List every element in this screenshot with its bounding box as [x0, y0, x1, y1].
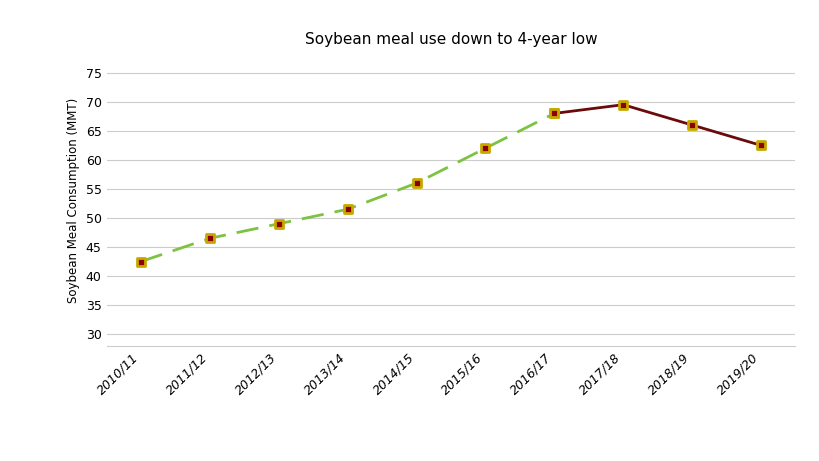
Point: [134, 258, 147, 265]
Point: [341, 206, 354, 213]
Title: Soybean meal use down to 4-year low: Soybean meal use down to 4-year low: [305, 32, 596, 47]
Point: [203, 235, 216, 242]
Point: [547, 110, 560, 117]
Point: [547, 110, 560, 117]
Point: [272, 220, 285, 227]
Y-axis label: Soybean Meal Consumption (MMT): Soybean Meal Consumption (MMT): [67, 98, 80, 303]
Point: [478, 145, 491, 152]
Point: [753, 142, 767, 149]
Point: [616, 101, 629, 108]
Point: [410, 179, 423, 187]
Point: [685, 121, 698, 129]
